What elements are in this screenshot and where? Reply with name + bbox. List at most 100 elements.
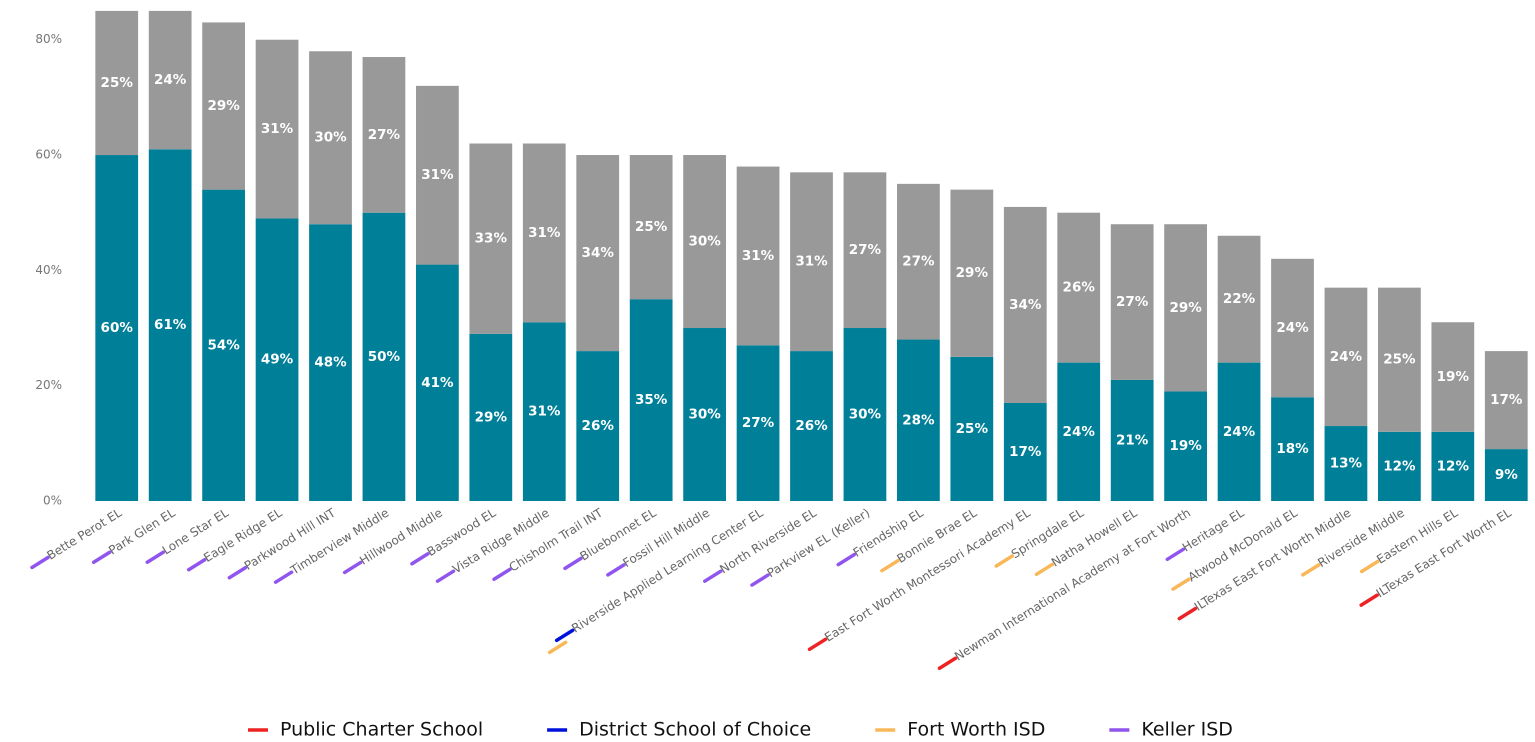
bar-segment: [950, 356, 994, 501]
data-label: 24%: [1330, 349, 1363, 365]
bar-segment: [736, 345, 780, 501]
data-label: 24%: [1276, 320, 1309, 336]
data-label: 25%: [956, 421, 989, 437]
bar-segment: [683, 155, 726, 329]
data-label: 17%: [1490, 392, 1523, 408]
data-label: 13%: [1330, 456, 1363, 472]
data-label: 25%: [1383, 352, 1416, 368]
data-label: 29%: [956, 265, 989, 281]
data-label: 35%: [635, 392, 668, 408]
data-label: 22%: [1223, 291, 1256, 307]
data-label: 27%: [902, 254, 935, 270]
data-label: 12%: [1383, 458, 1416, 474]
y-tick-label: 60%: [35, 148, 62, 162]
data-label: 12%: [1437, 458, 1470, 474]
group-marker: [1171, 577, 1191, 591]
bar-segment: [1110, 379, 1154, 501]
y-tick-label: 20%: [35, 378, 62, 392]
bar-segment: [629, 155, 673, 300]
data-label: 29%: [1169, 300, 1202, 316]
legend-label: District School of Choice: [579, 719, 811, 741]
bar-segment: [897, 183, 940, 340]
bar-segment: [576, 155, 620, 352]
x-tick-label: Parkwood Hill INT: [242, 505, 339, 573]
x-tick-label: Riverside Applied Learning Center EL: [569, 505, 766, 635]
bar-segment: [1164, 224, 1207, 392]
x-tick-label: Chisholm Trail INT: [507, 505, 606, 574]
group-marker: [606, 563, 626, 577]
data-label: 19%: [1169, 438, 1202, 454]
y-tick-label: 80%: [35, 32, 62, 46]
group-marker: [1177, 606, 1198, 621]
data-label: 30%: [688, 234, 721, 250]
bar-segment: [522, 322, 566, 501]
bar-segment: [1484, 449, 1528, 501]
bar-segment: [629, 299, 673, 501]
bar-segment: [1378, 287, 1421, 432]
bar-segment: [683, 328, 726, 501]
data-label: 29%: [475, 409, 508, 425]
group-marker: [273, 570, 294, 584]
group-marker: [410, 552, 430, 566]
data-label: 31%: [528, 225, 561, 241]
data-label: 21%: [1116, 432, 1149, 448]
bar-segment: [1431, 322, 1475, 432]
bar-segment: [255, 218, 299, 502]
bar-segment: [1431, 431, 1475, 501]
data-label: 27%: [742, 415, 775, 431]
data-label: 24%: [154, 72, 187, 88]
group-marker: [703, 569, 723, 583]
bar-segment: [790, 351, 833, 501]
group-marker: [30, 555, 50, 570]
bar-segment: [790, 172, 833, 352]
data-label: 28%: [902, 412, 935, 428]
group-marker: [880, 558, 900, 573]
bar-segment: [1217, 362, 1261, 501]
group-marker: [186, 557, 207, 572]
data-label: 30%: [849, 407, 882, 423]
bar-segment: [1217, 235, 1261, 363]
group-marker: [227, 565, 248, 580]
bar-segment: [522, 143, 566, 323]
data-label: 30%: [314, 130, 347, 146]
y-tick-label: 40%: [35, 263, 62, 277]
data-label: 34%: [582, 245, 615, 261]
bar-segment: [1324, 287, 1368, 427]
group-marker: [1034, 562, 1055, 577]
group-marker: [1359, 559, 1380, 574]
bar-segment: [576, 351, 620, 501]
bar-segment: [1003, 206, 1047, 403]
bar-segment: [362, 57, 406, 213]
group-marker: [435, 569, 456, 583]
bar-segment: [897, 339, 940, 501]
data-label: 61%: [154, 317, 187, 333]
data-label: 31%: [795, 254, 828, 270]
group-marker: [1165, 547, 1186, 562]
bar-segment: [1164, 391, 1207, 501]
bar-segment: [1003, 402, 1047, 501]
bar-segment: [843, 328, 887, 501]
group-marker: [554, 628, 575, 643]
data-label: 54%: [207, 337, 240, 353]
data-label: 27%: [1116, 294, 1149, 310]
bar-segment: [469, 333, 513, 501]
legend-label: Fort Worth ISD: [907, 719, 1045, 741]
group-marker: [91, 550, 112, 565]
bar-segment: [950, 189, 994, 357]
data-label: 27%: [368, 127, 401, 143]
group-marker: [342, 560, 363, 575]
legend-label: Public Charter School: [280, 719, 483, 741]
legend-label: Keller ISD: [1141, 719, 1233, 741]
bar-segment: [1378, 431, 1421, 501]
bar-segment: [736, 166, 780, 346]
data-label: 31%: [261, 121, 294, 137]
group-marker: [145, 550, 166, 564]
data-label: 24%: [1063, 424, 1096, 440]
y-tick-label: 0%: [43, 494, 62, 508]
bar-segment: [469, 143, 513, 334]
bar-segment: [148, 10, 192, 150]
bar-segment: [255, 39, 299, 219]
group-marker: [547, 640, 568, 655]
bar-segment: [1110, 224, 1154, 380]
